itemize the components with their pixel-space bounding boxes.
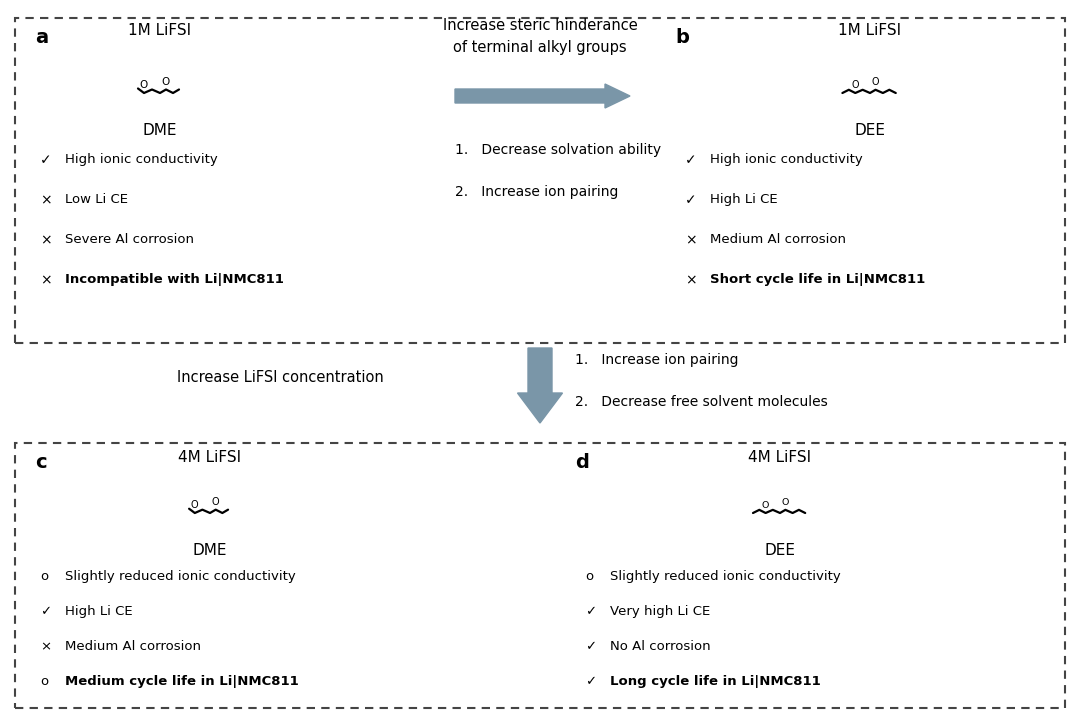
Text: High Li CE: High Li CE (710, 193, 778, 206)
Polygon shape (517, 348, 563, 423)
Text: Increase LiFSI concentration: Increase LiFSI concentration (177, 370, 383, 386)
Text: d: d (575, 453, 589, 472)
Text: Increase steric hinderance
of terminal alkyl groups: Increase steric hinderance of terminal a… (443, 18, 637, 55)
Text: ✓: ✓ (685, 153, 697, 167)
Text: ×: × (40, 233, 52, 247)
Text: Slightly reduced ionic conductivity: Slightly reduced ionic conductivity (610, 570, 840, 583)
Text: ×: × (40, 193, 52, 207)
Text: DEE: DEE (765, 543, 796, 558)
Text: 1.   Decrease solvation ability: 1. Decrease solvation ability (455, 143, 661, 157)
Text: High ionic conductivity: High ionic conductivity (710, 153, 863, 166)
Text: Medium Al corrosion: Medium Al corrosion (65, 640, 201, 653)
Text: O: O (851, 80, 859, 90)
Text: ✓: ✓ (585, 640, 596, 653)
Text: ×: × (40, 273, 52, 287)
Text: Slightly reduced ionic conductivity: Slightly reduced ionic conductivity (65, 570, 296, 583)
Text: 1M LiFSI: 1M LiFSI (838, 23, 902, 38)
Text: 2.   Increase ion pairing: 2. Increase ion pairing (455, 185, 619, 199)
Text: DME: DME (143, 123, 177, 138)
Text: Medium cycle life in Li|NMC811: Medium cycle life in Li|NMC811 (65, 675, 299, 688)
Text: 4M LiFSI: 4M LiFSI (748, 450, 811, 465)
Text: b: b (675, 28, 689, 47)
Text: Incompatible with Li|NMC811: Incompatible with Li|NMC811 (65, 273, 284, 286)
Text: ×: × (685, 233, 697, 247)
Text: Very high Li CE: Very high Li CE (610, 605, 711, 618)
Text: High ionic conductivity: High ionic conductivity (65, 153, 218, 166)
Text: 1.   Increase ion pairing: 1. Increase ion pairing (575, 353, 739, 367)
Text: o: o (585, 570, 593, 583)
Text: c: c (35, 453, 46, 472)
Text: DEE: DEE (854, 123, 886, 138)
Text: DME: DME (192, 543, 227, 558)
Text: Short cycle life in Li|NMC811: Short cycle life in Li|NMC811 (710, 273, 926, 286)
Text: 1M LiFSI: 1M LiFSI (129, 23, 191, 38)
Text: Low Li CE: Low Li CE (65, 193, 129, 206)
Text: Long cycle life in Li|NMC811: Long cycle life in Li|NMC811 (610, 675, 821, 688)
Text: No Al corrosion: No Al corrosion (610, 640, 711, 653)
Text: ✓: ✓ (40, 153, 52, 167)
Text: High Li CE: High Li CE (65, 605, 133, 618)
Text: 4M LiFSI: 4M LiFSI (178, 450, 242, 465)
Text: o: o (40, 570, 49, 583)
Text: a: a (35, 28, 49, 47)
Text: O: O (212, 497, 219, 507)
Text: O: O (761, 501, 769, 510)
Text: Medium Al corrosion: Medium Al corrosion (710, 233, 846, 246)
Text: Severe Al corrosion: Severe Al corrosion (65, 233, 194, 246)
Text: ×: × (40, 640, 51, 653)
Text: 2.   Decrease free solvent molecules: 2. Decrease free solvent molecules (575, 395, 827, 409)
Text: ✓: ✓ (585, 675, 596, 688)
Text: o: o (40, 675, 49, 688)
Text: O: O (782, 498, 789, 508)
Text: O: O (191, 500, 199, 510)
Text: ×: × (685, 273, 697, 287)
Text: O: O (162, 77, 171, 87)
Polygon shape (455, 84, 630, 108)
Text: ✓: ✓ (40, 605, 51, 618)
Text: O: O (140, 80, 148, 90)
Text: ✓: ✓ (685, 193, 697, 207)
Text: ✓: ✓ (585, 605, 596, 618)
Text: O: O (872, 78, 879, 87)
